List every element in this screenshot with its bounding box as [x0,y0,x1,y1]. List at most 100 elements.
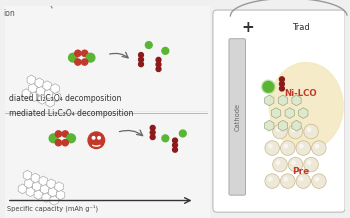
Polygon shape [299,108,308,118]
Circle shape [49,134,58,143]
Polygon shape [48,187,57,197]
Circle shape [307,127,312,132]
Circle shape [150,125,155,130]
Polygon shape [41,184,49,194]
Polygon shape [56,190,65,200]
Circle shape [273,124,287,139]
FancyBboxPatch shape [213,10,345,212]
Circle shape [312,141,326,155]
Circle shape [261,80,275,94]
Circle shape [307,160,312,165]
Circle shape [156,62,161,67]
Circle shape [150,135,155,140]
Circle shape [268,144,273,148]
Circle shape [82,59,88,65]
Circle shape [139,57,143,62]
Bar [5,6,209,218]
Circle shape [180,130,186,137]
Circle shape [145,42,152,48]
Circle shape [312,174,326,188]
Circle shape [314,144,319,148]
Polygon shape [272,108,281,118]
Circle shape [284,177,288,182]
Circle shape [280,141,295,155]
Circle shape [69,53,77,62]
Circle shape [284,144,288,148]
Polygon shape [29,83,37,93]
Polygon shape [292,95,301,106]
Circle shape [263,82,274,92]
Polygon shape [26,187,35,197]
Circle shape [67,134,76,143]
Polygon shape [292,120,301,131]
Circle shape [291,127,296,132]
Polygon shape [35,78,43,88]
Circle shape [88,132,105,148]
Circle shape [265,141,280,155]
Circle shape [173,143,177,148]
Circle shape [280,77,284,82]
Polygon shape [50,196,58,205]
Circle shape [296,174,310,188]
Circle shape [55,140,62,146]
Polygon shape [33,181,41,191]
Circle shape [173,138,177,143]
Circle shape [275,160,280,165]
Polygon shape [51,84,59,94]
Polygon shape [278,120,287,131]
Polygon shape [46,97,54,107]
Text: ion: ion [3,9,15,18]
Circle shape [299,144,304,148]
Polygon shape [34,190,42,199]
Polygon shape [23,170,32,180]
Circle shape [86,53,95,62]
Text: Cathode: Cathode [234,103,240,131]
Circle shape [139,53,143,57]
Polygon shape [31,173,40,183]
Text: Specific capacity (mAh g⁻¹): Specific capacity (mAh g⁻¹) [7,204,98,212]
Circle shape [268,177,273,182]
Text: Ni-LCO: Ni-LCO [284,89,317,98]
Circle shape [156,57,161,62]
Polygon shape [38,95,47,104]
Circle shape [299,177,304,182]
Circle shape [75,50,81,56]
Text: Pre: Pre [292,167,309,176]
Circle shape [62,131,68,137]
FancyBboxPatch shape [229,39,245,195]
Polygon shape [285,108,294,118]
Circle shape [296,141,310,155]
Circle shape [75,59,81,65]
Ellipse shape [269,63,343,150]
Circle shape [288,157,303,172]
Polygon shape [36,86,45,96]
Circle shape [62,140,68,146]
Text: Trad: Trad [292,23,309,32]
Polygon shape [42,193,50,202]
Circle shape [162,135,169,142]
Text: +: + [241,20,254,35]
Circle shape [98,136,100,139]
Circle shape [288,124,303,139]
Circle shape [92,136,95,139]
Polygon shape [278,95,287,106]
Circle shape [280,82,284,86]
Circle shape [280,174,295,188]
Text: mediated Li₂C₂O₄ decomposition: mediated Li₂C₂O₄ decomposition [9,109,133,118]
Circle shape [55,131,62,137]
Circle shape [304,157,318,172]
Polygon shape [39,176,48,186]
Polygon shape [25,179,33,188]
Circle shape [304,124,318,139]
Circle shape [82,50,88,56]
Polygon shape [47,179,55,189]
Circle shape [173,147,177,152]
Text: diated Li₂C₂O₄ decomposition: diated Li₂C₂O₄ decomposition [9,94,121,103]
Polygon shape [18,184,27,194]
Circle shape [150,130,155,135]
Polygon shape [265,120,274,131]
Polygon shape [43,81,51,90]
Circle shape [139,62,143,67]
Polygon shape [52,92,61,102]
Circle shape [162,48,169,54]
